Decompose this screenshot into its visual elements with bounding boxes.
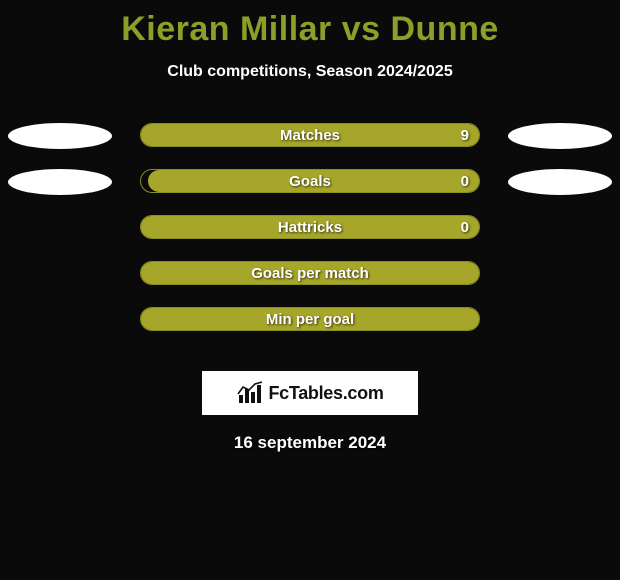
chart-icon <box>236 381 264 405</box>
date-line: 16 september 2024 <box>0 433 620 453</box>
stat-bar-fill <box>141 124 479 146</box>
logo-text: FcTables.com <box>268 383 383 404</box>
stat-bar-fill <box>148 170 479 192</box>
stat-bar: Goals per match <box>140 261 480 285</box>
stat-bar: Matches9 <box>140 123 480 147</box>
left-pill <box>8 169 112 195</box>
stat-bar: Min per goal <box>140 307 480 331</box>
stat-row: Hattricks0 <box>0 215 620 261</box>
stat-row: Goals0 <box>0 169 620 215</box>
stat-row: Matches9 <box>0 123 620 169</box>
subtitle: Club competitions, Season 2024/2025 <box>0 63 620 81</box>
stats-container: Matches9 Goals0 Hattricks0 Goals per match M… <box>0 123 620 353</box>
stat-row: Min per goal <box>0 307 620 353</box>
stat-bar: Hattricks0 <box>140 215 480 239</box>
stat-bar: Goals0 <box>140 169 480 193</box>
page-title: Kieran Millar vs Dunne <box>0 0 620 49</box>
right-pill <box>508 123 612 149</box>
left-pill <box>8 123 112 149</box>
stat-bar-fill <box>141 308 479 330</box>
stat-bar-fill <box>141 262 479 284</box>
stat-row: Goals per match <box>0 261 620 307</box>
stat-bar-fill <box>141 216 479 238</box>
right-pill <box>508 169 612 195</box>
logo-plate: FcTables.com <box>202 371 418 415</box>
